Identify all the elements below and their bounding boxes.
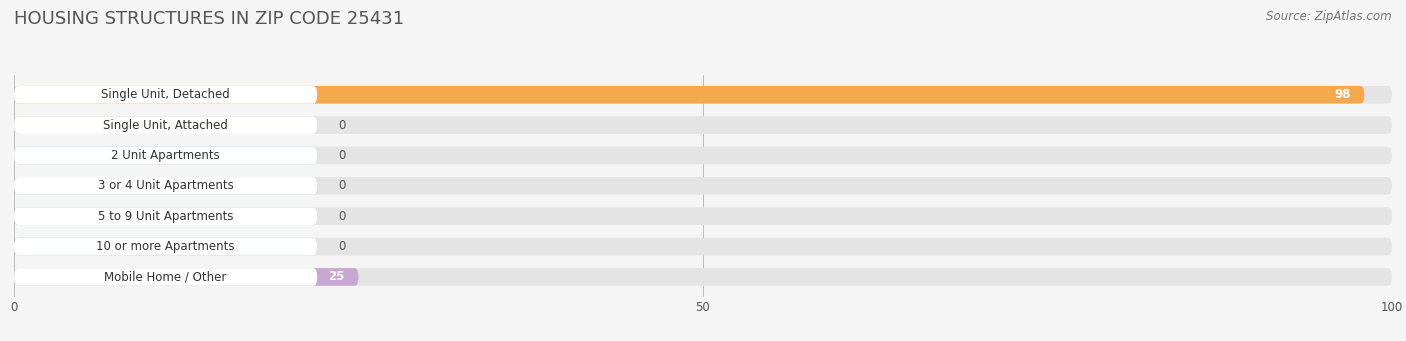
FancyBboxPatch shape [14, 238, 1392, 255]
FancyBboxPatch shape [14, 207, 318, 225]
FancyBboxPatch shape [14, 238, 318, 255]
FancyBboxPatch shape [14, 268, 1392, 286]
Text: Single Unit, Detached: Single Unit, Detached [101, 88, 231, 101]
Text: 3 or 4 Unit Apartments: 3 or 4 Unit Apartments [98, 179, 233, 192]
Text: 25: 25 [329, 270, 344, 283]
Text: 0: 0 [337, 240, 346, 253]
FancyBboxPatch shape [14, 177, 318, 195]
Text: 5 to 9 Unit Apartments: 5 to 9 Unit Apartments [98, 210, 233, 223]
FancyBboxPatch shape [14, 177, 318, 195]
Text: 0: 0 [337, 210, 346, 223]
Text: Mobile Home / Other: Mobile Home / Other [104, 270, 226, 283]
Text: 98: 98 [1334, 88, 1351, 101]
FancyBboxPatch shape [14, 147, 1392, 164]
FancyBboxPatch shape [14, 86, 1392, 104]
FancyBboxPatch shape [14, 238, 318, 255]
FancyBboxPatch shape [14, 268, 318, 286]
FancyBboxPatch shape [14, 86, 1364, 104]
FancyBboxPatch shape [14, 177, 1392, 195]
FancyBboxPatch shape [14, 116, 318, 134]
FancyBboxPatch shape [14, 116, 318, 134]
Text: Source: ZipAtlas.com: Source: ZipAtlas.com [1267, 10, 1392, 23]
FancyBboxPatch shape [14, 268, 359, 286]
FancyBboxPatch shape [14, 207, 1392, 225]
FancyBboxPatch shape [14, 147, 318, 164]
Text: 2 Unit Apartments: 2 Unit Apartments [111, 149, 219, 162]
FancyBboxPatch shape [14, 147, 318, 164]
Text: 0: 0 [337, 119, 346, 132]
FancyBboxPatch shape [14, 86, 318, 104]
Text: 0: 0 [337, 149, 346, 162]
FancyBboxPatch shape [14, 116, 1392, 134]
Text: 10 or more Apartments: 10 or more Apartments [97, 240, 235, 253]
Text: Single Unit, Attached: Single Unit, Attached [103, 119, 228, 132]
Text: HOUSING STRUCTURES IN ZIP CODE 25431: HOUSING STRUCTURES IN ZIP CODE 25431 [14, 10, 404, 28]
FancyBboxPatch shape [14, 207, 318, 225]
Text: 0: 0 [337, 179, 346, 192]
